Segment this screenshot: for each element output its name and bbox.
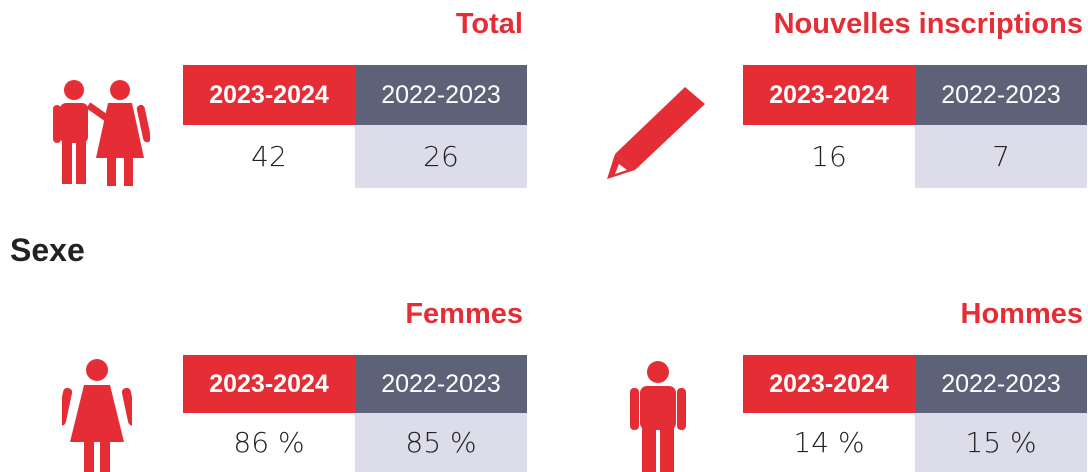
header-cell: 2023-2024 — [743, 355, 915, 413]
value-cell: 86 % — [183, 413, 355, 472]
header-cell: 2022-2023 — [915, 65, 1087, 125]
value-cell: 16 — [743, 125, 915, 188]
value-cell: 42 — [183, 125, 355, 188]
panel-title: Hommes — [960, 298, 1084, 330]
header-cell: 2022-2023 — [915, 355, 1087, 413]
value-cell: 7 — [915, 125, 1087, 188]
header-cell: 2023-2024 — [743, 65, 915, 125]
header-cell: 2022-2023 — [355, 65, 527, 125]
header-cell: 2022-2023 — [355, 355, 527, 413]
panel-title: Nouvelles inscriptions — [773, 8, 1083, 40]
header-cell: 2023-2024 — [183, 355, 355, 413]
woman-icon — [62, 359, 132, 472]
value-cell: 26 — [355, 125, 527, 188]
couple-icon — [53, 80, 150, 186]
pencil-icon — [607, 87, 705, 179]
value-cell: 15 % — [915, 413, 1087, 472]
value-cell: 14 % — [743, 413, 915, 472]
section-heading: Sexe — [10, 232, 85, 268]
header-cell: 2023-2024 — [183, 65, 355, 125]
value-cell: 85 % — [355, 413, 527, 472]
panel-title: Total — [455, 8, 523, 40]
panel-title: Femmes — [405, 298, 523, 330]
man-icon — [630, 361, 686, 472]
